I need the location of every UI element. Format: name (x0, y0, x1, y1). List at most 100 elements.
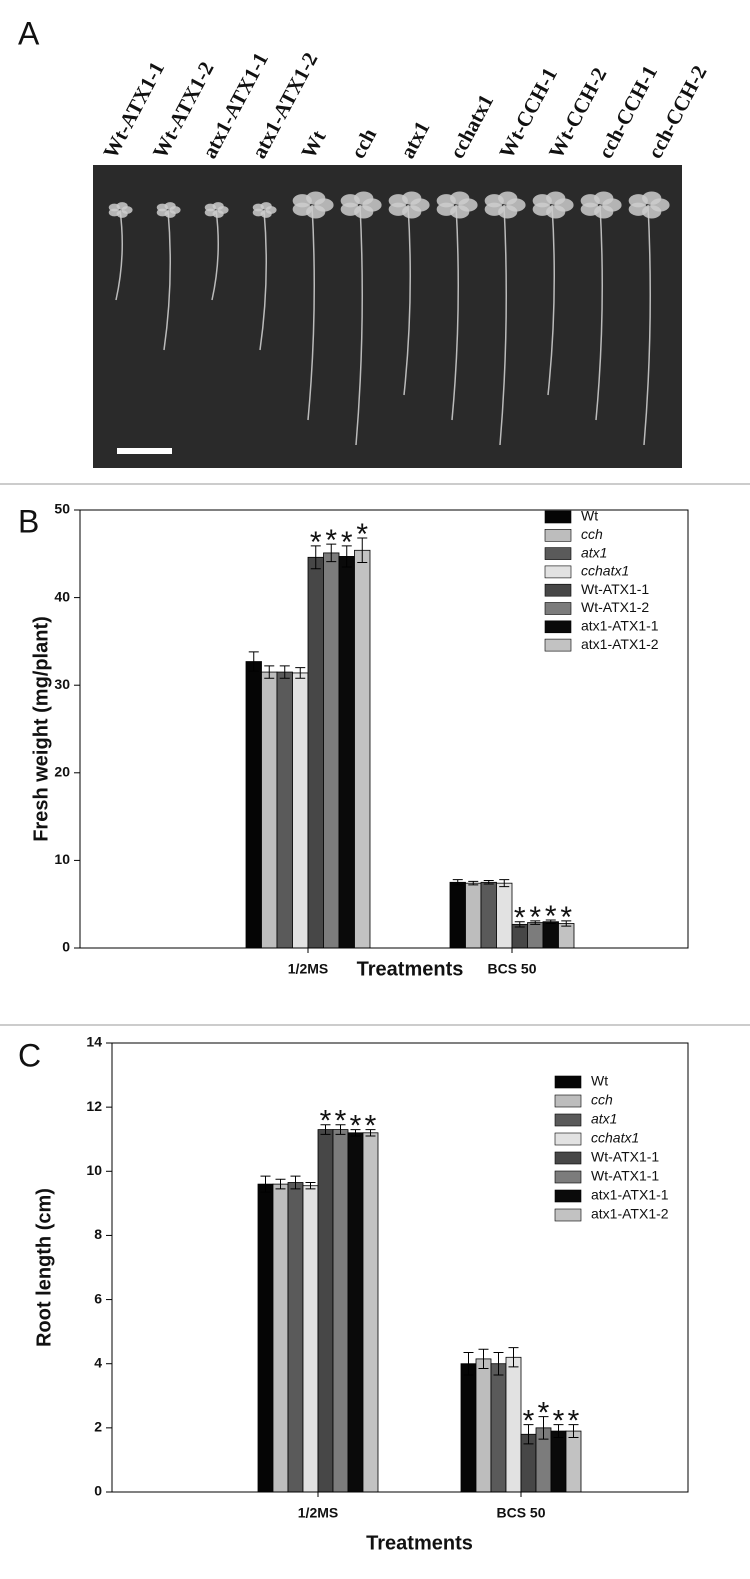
plot-frame (79, 509, 689, 949)
leaf (354, 191, 374, 205)
bar (565, 1430, 582, 1493)
error-bar (290, 1175, 301, 1190)
y-tick-label: 2 (94, 1419, 102, 1435)
legend-swatch (544, 547, 572, 560)
error-bar (538, 1416, 549, 1440)
legend-swatch (544, 638, 572, 652)
legend-label: atx1-ATX1-1 (581, 618, 659, 634)
significance-label: * (529, 901, 541, 934)
bar (276, 671, 293, 949)
significance-label: * (325, 524, 337, 557)
panel-label: B (18, 503, 39, 539)
column-label: atx1 (395, 117, 434, 162)
error-bar (493, 1351, 504, 1376)
legend-label: atx1-ATX1-2 (591, 1206, 669, 1222)
leaf (546, 191, 566, 205)
legend-label: Wt-ATX1-1 (591, 1149, 659, 1165)
root (547, 204, 555, 396)
legend-label: Wt-ATX1-2 (581, 599, 649, 615)
bar (480, 881, 497, 949)
bar (302, 1185, 319, 1493)
bar (272, 1183, 289, 1493)
bar (475, 1358, 492, 1493)
x-axis-title: Treatments (357, 958, 464, 980)
error-bar (514, 921, 525, 928)
legend-swatch (554, 1113, 582, 1127)
error-bar (350, 1129, 361, 1137)
error-bar (275, 1178, 286, 1190)
significance-label: * (538, 1397, 550, 1430)
error-bar (335, 1124, 346, 1135)
error-bar (305, 1182, 316, 1190)
root (355, 204, 363, 446)
panel-label: A (18, 15, 40, 51)
error-bar (264, 665, 275, 679)
error-bar (341, 545, 352, 568)
error-bar (260, 1175, 271, 1193)
bar (338, 556, 355, 949)
error-bar (508, 1347, 519, 1368)
bar (347, 1132, 364, 1493)
legend-label: Wt-ATX1-1 (581, 581, 649, 597)
leaf (642, 191, 662, 205)
root (451, 204, 459, 421)
error-bar (279, 665, 290, 679)
leaf (306, 191, 326, 205)
legend-label: atx1 (581, 544, 607, 560)
y-tick-label: 10 (54, 851, 70, 867)
significance-label: * (335, 1105, 347, 1138)
root (259, 209, 267, 351)
y-tick-label: 40 (54, 588, 70, 604)
panel-label: C (18, 1037, 41, 1073)
root (643, 204, 651, 446)
legend-swatch (554, 1075, 582, 1089)
significance-label: * (365, 1110, 377, 1143)
leaf (212, 202, 224, 210)
root (403, 204, 411, 396)
bar (287, 1182, 304, 1493)
legend-label: Wt (581, 508, 598, 524)
root (499, 204, 507, 446)
bar (245, 661, 262, 949)
legend-label: atx1 (591, 1111, 617, 1127)
bar (307, 556, 324, 949)
significance-label: * (568, 1405, 580, 1438)
error-bar (326, 543, 337, 563)
y-axis-title: Fresh weight (mg/plant) (30, 616, 52, 842)
bar (460, 1363, 477, 1493)
leaf (402, 191, 422, 205)
bar (550, 1430, 567, 1493)
bar (323, 552, 340, 949)
legend-label: cch (591, 1092, 613, 1108)
legend-swatch (544, 602, 572, 615)
y-tick-label: 0 (94, 1483, 102, 1499)
legend-swatch (544, 528, 572, 542)
error-bar (468, 880, 479, 886)
significance-label: * (320, 1105, 332, 1138)
error-bar (357, 537, 368, 564)
y-tick-label: 30 (54, 676, 70, 692)
legend-swatch (554, 1132, 582, 1146)
bar (490, 1363, 507, 1493)
legend-swatch (554, 1189, 582, 1203)
leaf (450, 191, 470, 205)
legend-label: cchatx1 (591, 1130, 639, 1146)
bar (292, 672, 309, 949)
y-tick-label: 8 (94, 1226, 102, 1242)
significance-label: * (523, 1405, 535, 1438)
bar (496, 882, 513, 949)
significance-label: * (545, 900, 557, 933)
bar (261, 671, 278, 949)
error-bar (568, 1424, 579, 1438)
bar (505, 1356, 522, 1493)
column-label: cch (346, 124, 382, 162)
legend-swatch (554, 1170, 582, 1184)
error-bar (478, 1348, 489, 1370)
error-bar (530, 920, 541, 925)
significance-label: * (350, 1110, 362, 1143)
error-bar (365, 1129, 376, 1137)
error-bar (295, 667, 306, 679)
y-tick-label: 14 (86, 1034, 102, 1050)
legend-swatch (544, 510, 572, 524)
y-tick-label: 4 (94, 1354, 102, 1370)
